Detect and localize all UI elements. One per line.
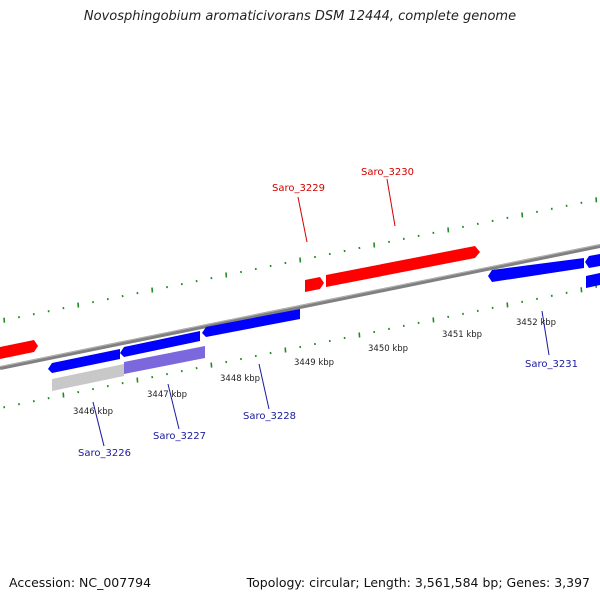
gene-saro-3230[interactable]: [326, 246, 480, 287]
callout-saro-3229: [297, 196, 308, 243]
feature-purple[interactable]: [124, 346, 205, 374]
kbp-label: 3449 kbp: [294, 358, 334, 368]
kbp-label: 3451 kbp: [442, 330, 482, 340]
genome-backbone: [0, 244, 600, 370]
gene-label-saro-3227[interactable]: Saro_3227: [153, 431, 206, 442]
gene-forward-left-partial[interactable]: [0, 340, 38, 359]
gene-label-saro-3226[interactable]: Saro_3226: [78, 448, 131, 459]
accession-label: Accession: NC_007794: [9, 575, 152, 590]
feature-grey[interactable]: [52, 364, 124, 391]
kbp-label: 3447 kbp: [147, 390, 187, 400]
callout-saro-3230: [386, 178, 396, 227]
gene-saro-3226[interactable]: [48, 349, 120, 373]
kbp-label: 3446 kbp: [73, 407, 113, 417]
callout-saro-3227: [167, 383, 180, 430]
gene-reverse-right-partial-top[interactable]: [585, 254, 600, 268]
gene-saro-3228[interactable]: [202, 309, 300, 337]
callout-saro-3231: [541, 310, 550, 356]
kbp-label: 3452 kbp: [516, 318, 556, 328]
topology-label: Topology: circular; Length: 3,561,584 bp…: [246, 575, 590, 590]
genome-backbone-highlight: [0, 244, 600, 368]
gene-saro-3231[interactable]: [488, 258, 584, 282]
gene-label-saro-3228[interactable]: Saro_3228: [243, 411, 296, 422]
gene-reverse-right-partial-bottom[interactable]: [586, 273, 600, 288]
genome-title: Novosphingobium aromaticivorans DSM 1244…: [83, 9, 517, 24]
gene-saro-3229[interactable]: [305, 277, 324, 292]
tick-track-reverse: [3, 285, 598, 409]
gene-saro-3227[interactable]: [120, 331, 200, 357]
tick-track-forward: [3, 197, 598, 323]
gene-label-saro-3230[interactable]: Saro_3230: [361, 167, 414, 178]
gene-label-saro-3229[interactable]: Saro_3229: [272, 183, 325, 194]
callout-saro-3226: [92, 401, 105, 447]
kbp-label: 3448 kbp: [220, 374, 260, 384]
callout-saro-3228: [258, 363, 270, 410]
kbp-label: 3450 kbp: [368, 344, 408, 354]
gene-label-saro-3231[interactable]: Saro_3231: [525, 359, 578, 370]
